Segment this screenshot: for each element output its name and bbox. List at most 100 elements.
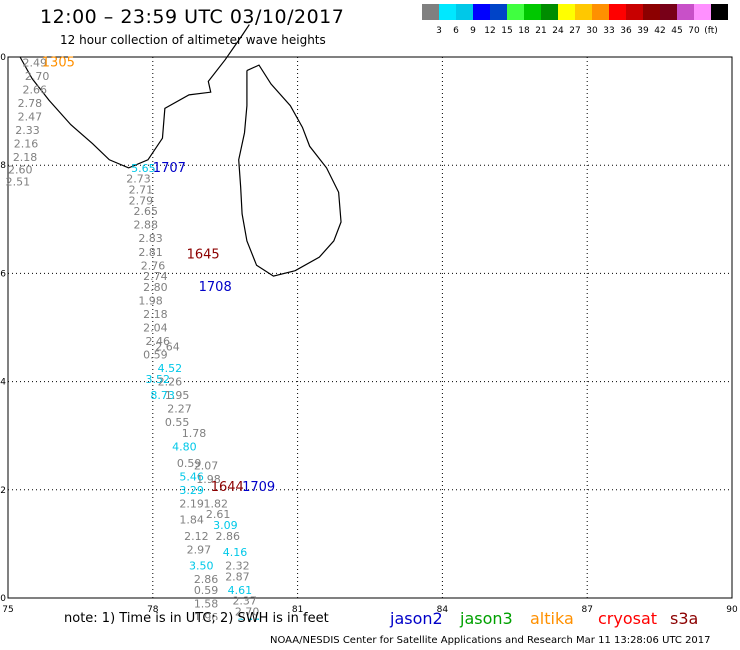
axis-tick-labels: 75 78 81 84 87 90 0 2 4 6 8 10	[0, 53, 738, 615]
wave-height-value: 2.79	[129, 194, 154, 207]
wave-height-value: 2.66	[22, 83, 47, 96]
wave-height-value: 2.76	[141, 259, 166, 272]
colorbar-label: 15	[501, 26, 512, 36]
wave-height-value: 4.80	[172, 441, 197, 454]
coastline	[19, 24, 342, 277]
map-subtitle: 12 hour collection of altimeter wave hei…	[60, 33, 326, 47]
wave-height-value: 2.86	[216, 530, 241, 543]
wave-height-value: 8.73	[150, 389, 175, 402]
wave-height-observations: 2.492.702.662.782.472.332.162.182.602.51…	[6, 56, 262, 620]
colorbar-swatch	[558, 4, 575, 20]
wave-height-value: 2.19	[179, 497, 204, 510]
colorbar-swatch	[643, 4, 660, 20]
lon-tick-label: 78	[147, 605, 159, 615]
colorbar-swatch	[456, 4, 473, 20]
colorbar-label: 70	[688, 26, 700, 36]
wave-height-value: 2.26	[158, 376, 183, 389]
lat-tick-label: 2	[0, 486, 6, 496]
lat-tick-label: 8	[0, 161, 6, 171]
wave-height-value: 2.74	[143, 270, 168, 283]
wave-height-value: 0.55	[165, 416, 190, 429]
wave-height-value: 1.82	[203, 497, 228, 510]
satellite-legend-jason3: jason3	[460, 609, 513, 628]
colorbar-label: 24	[552, 26, 564, 36]
wave-height-value: 2.81	[138, 246, 163, 259]
pass-time-label: 1645	[187, 247, 220, 262]
wave-height-value: 2.71	[129, 184, 154, 197]
colorbar-label: 9	[470, 26, 476, 36]
wave-height-value: 3.50	[189, 560, 214, 573]
colorbar-swatch	[677, 4, 694, 20]
satellite-legend-cryosat: cryosat	[598, 609, 658, 628]
lon-tick-label: 90	[726, 605, 738, 615]
colorbar-label: 18	[518, 26, 530, 36]
colorbar-swatch	[694, 4, 711, 20]
colorbar-label: 39	[637, 26, 649, 36]
pass-time-label: 1707	[153, 161, 186, 176]
colorbar-label: 27	[569, 26, 580, 36]
wave-height-value: 1.78	[182, 427, 207, 440]
wave-height-value: 1.58	[194, 597, 219, 610]
colorbar-swatch	[609, 4, 626, 20]
satellite-legend-s3a: s3a	[670, 609, 699, 628]
wave-height-value: 2.04	[143, 322, 168, 335]
wave-height-value: 2.18	[13, 151, 38, 164]
pass-time-labels: 13051707164517081644170916431710	[42, 55, 275, 495]
units-note: note: 1) Time is in UTC; 2) SWH is in fe…	[64, 611, 329, 626]
colorbar-swatch	[422, 4, 439, 20]
wave-height-value: 2.18	[143, 308, 168, 321]
satellite-legend-jason2: jason2	[390, 609, 443, 628]
lat-lon-grid	[7, 56, 733, 599]
wave-height-value: 2.70	[25, 70, 50, 83]
wave-height-value: 2.97	[187, 543, 212, 556]
pass-time-label: 1644	[211, 480, 244, 495]
wave-height-value: 4.52	[158, 362, 183, 375]
pass-time-label: 1708	[199, 280, 232, 295]
wave-height-value: 2.46	[146, 335, 171, 348]
wave-height-value: 2.88	[133, 219, 158, 232]
wave-height-value: 2.73	[126, 173, 150, 186]
colorbar-swatch	[660, 4, 677, 20]
wave-height-value: 1.96	[194, 611, 219, 620]
lon-tick-label: 84	[437, 605, 449, 615]
wave-height-colorbar: 3 6 9 12 15 18 21 24 27 30 33 36 39 42 45 70 (ft)	[422, 4, 728, 36]
wave-height-value: 0.59	[194, 584, 219, 597]
wave-height-value: 2.12	[184, 530, 209, 543]
lon-tick-label: 81	[292, 605, 303, 615]
pass-time-label: 1709	[242, 480, 275, 495]
wave-height-value: 2.83	[138, 232, 163, 245]
wave-height-value: 2.32	[225, 560, 250, 573]
wave-height-value: 2.33	[15, 124, 39, 137]
wave-height-value: 2.65	[133, 205, 158, 218]
map-title: 12:00 – 23:59 UTC 03/10/2017	[40, 6, 345, 28]
wave-height-value: 3.29	[179, 484, 204, 497]
colorbar-swatch	[541, 4, 558, 20]
wave-height-value: 4.16	[223, 546, 248, 559]
colorbar-label: 3	[436, 26, 442, 36]
colorbar-swatch	[439, 4, 456, 20]
lon-tick-label: 75	[2, 605, 13, 615]
colorbar-swatch	[524, 4, 541, 20]
colorbar-swatch	[490, 4, 507, 20]
wave-height-value: 1.95	[165, 389, 190, 402]
wave-height-value: 2.07	[194, 459, 219, 472]
credit-line: NOAA/NESDIS Center for Satellite Applica…	[270, 635, 711, 646]
wave-height-value: 3.11	[237, 616, 262, 620]
lat-tick-label: 0	[0, 594, 6, 604]
colorbar-label: 33	[603, 26, 614, 36]
wave-height-value: 2.87	[225, 570, 250, 583]
wave-height-value: 2.37	[232, 595, 257, 608]
wave-height-value: 2.60	[8, 164, 33, 177]
colorbar-swatch	[626, 4, 643, 20]
lat-tick-label: 10	[0, 53, 6, 63]
wave-height-value: 1.98	[196, 473, 221, 486]
wave-height-value: 2.78	[18, 97, 43, 110]
colorbar-label: 42	[654, 26, 665, 36]
colorbar-swatch	[711, 4, 728, 20]
lat-tick-label: 6	[0, 269, 6, 279]
wave-height-value: 2.70	[235, 606, 260, 619]
wave-height-value: 2.47	[18, 111, 43, 124]
lon-tick-label: 87	[581, 605, 592, 615]
pass-time-label: 1305	[42, 55, 75, 70]
colorbar-label: 30	[586, 26, 598, 36]
